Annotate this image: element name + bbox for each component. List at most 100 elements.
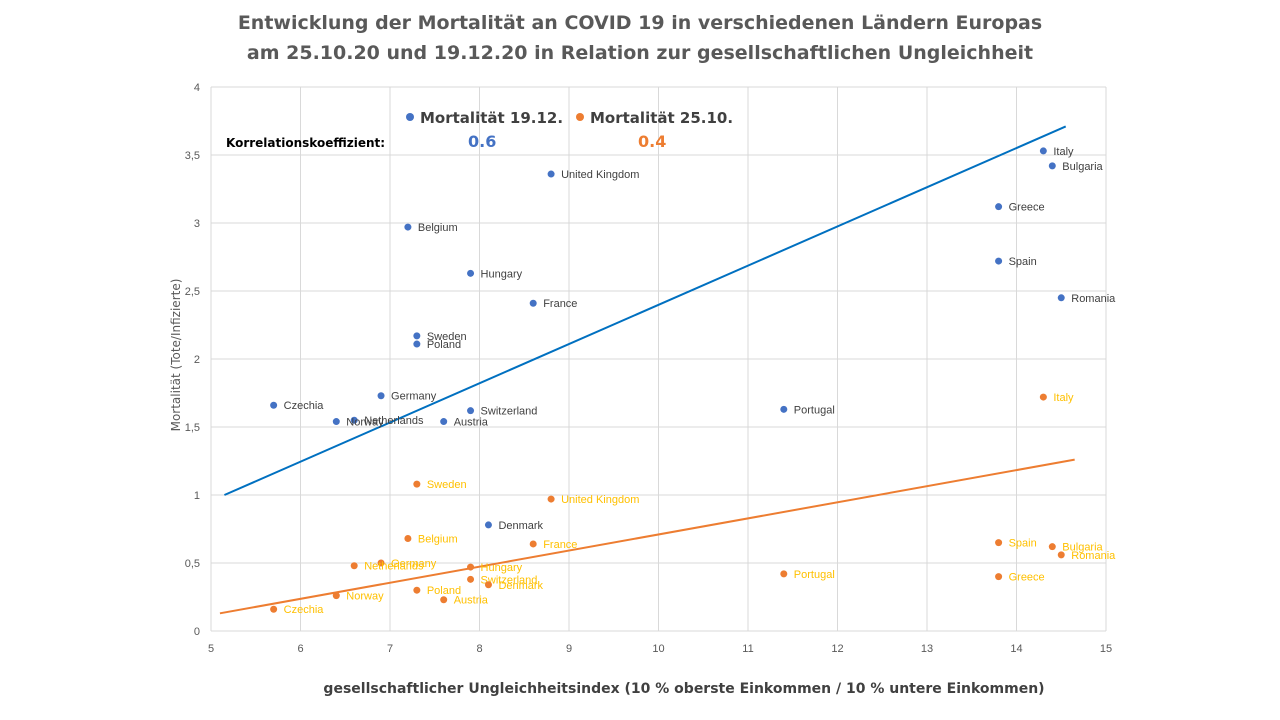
- point-1-4: [995, 539, 1003, 547]
- point-0-18: [484, 521, 492, 529]
- point-label-0-3: Greece: [1009, 202, 1045, 214]
- y-tick-label-2: 1: [194, 490, 200, 502]
- point-1-9: [350, 562, 358, 570]
- legend-dot-dec: [406, 112, 414, 121]
- x-tick-label-9: 14: [1010, 643, 1022, 655]
- legend-item-dec: Mortalität 19.12.: [406, 109, 563, 127]
- x-tick-label-0: 5: [208, 643, 214, 655]
- legend-label-dec: Mortalität 19.12.: [420, 109, 564, 127]
- point-label-1-13: Switzerland: [481, 574, 538, 586]
- x-axis-label: gesellschaftlicher Ungleichheitsindex (1…: [323, 681, 1045, 697]
- point-label-1-5: France: [543, 539, 577, 551]
- point-label-1-4: Spain: [1009, 538, 1037, 550]
- chart-subtitle: am 25.10.20 und 19.12.20 in Relation zur…: [246, 42, 1034, 64]
- point-1-10: [467, 563, 475, 571]
- point-label-0-2: United Kingdom: [561, 169, 639, 181]
- point-label-1-7: Romania: [1071, 550, 1116, 562]
- point-0-17: [440, 418, 448, 426]
- point-label-0-7: Romania: [1071, 293, 1116, 305]
- point-1-13: [467, 575, 475, 583]
- trendline-1: [219, 458, 1075, 615]
- point-0-12: [270, 401, 278, 409]
- point-0-4: [404, 223, 412, 231]
- point-label-1-15: Poland: [427, 585, 461, 597]
- x-tick-label-6: 11: [742, 643, 753, 655]
- point-0-8: [529, 299, 537, 307]
- point-label-1-10: Hungary: [481, 562, 523, 574]
- point-1-15: [413, 586, 421, 594]
- point-label-1-1: Sweden: [427, 479, 467, 491]
- point-label-1-16: Norway: [346, 591, 384, 603]
- y-tick-label-4: 2: [194, 354, 200, 366]
- correlation-value-oct: 0.4: [638, 132, 667, 151]
- y-tick-label-5: 2,5: [185, 286, 200, 298]
- point-label-0-10: Poland: [427, 339, 461, 351]
- x-tick-label-1: 6: [297, 643, 303, 655]
- point-label-0-1: Bulgaria: [1062, 161, 1103, 173]
- point-1-11: [780, 570, 788, 578]
- legend-dot-oct: [576, 112, 584, 121]
- point-1-8: [377, 559, 385, 567]
- y-tick-label-8: 4: [194, 82, 200, 94]
- point-label-1-18: Czechia: [284, 604, 325, 616]
- point-label-1-2: United Kingdom: [561, 494, 639, 506]
- point-label-0-0: Italy: [1053, 146, 1074, 158]
- point-label-1-0: Italy: [1053, 392, 1074, 404]
- point-0-5: [995, 257, 1003, 265]
- point-0-2: [547, 170, 555, 178]
- point-1-17: [440, 596, 448, 604]
- legend-label-oct: Mortalität 25.10.: [590, 109, 734, 127]
- x-tick-label-5: 10: [652, 643, 664, 655]
- point-1-1: [413, 480, 421, 488]
- point-label-0-6: Hungary: [481, 268, 523, 280]
- point-label-1-9: Netherlands: [364, 561, 424, 573]
- point-label-1-8: Germany: [391, 558, 437, 570]
- point-label-1-14: Denmark: [498, 580, 543, 592]
- point-label-1-12: Greece: [1009, 572, 1045, 584]
- point-label-0-4: Belgium: [418, 222, 458, 234]
- point-1-5: [529, 540, 537, 548]
- point-1-0: [1039, 393, 1047, 401]
- y-tick-label-1: 0,5: [185, 558, 200, 570]
- y-tick-label-3: 1,5: [185, 422, 200, 434]
- point-0-1: [1048, 162, 1056, 170]
- point-label-0-13: Switzerland: [481, 406, 538, 418]
- point-label-0-11: Germany: [391, 391, 437, 403]
- point-label-1-17: Austria: [454, 595, 489, 607]
- point-1-6: [1048, 543, 1056, 551]
- point-1-7: [1057, 551, 1065, 559]
- point-label-0-14: Portugal: [794, 404, 835, 416]
- x-tick-label-7: 12: [831, 643, 843, 655]
- y-tick-label-7: 3,5: [185, 150, 200, 162]
- x-tick-label-10: 15: [1100, 643, 1112, 655]
- point-label-0-18: Denmark: [498, 520, 543, 532]
- point-1-2: [547, 495, 555, 503]
- y-tick-label-0: 0: [194, 626, 200, 638]
- point-1-16: [332, 592, 340, 600]
- point-label-1-3: Belgium: [418, 534, 458, 546]
- point-0-14: [780, 405, 788, 413]
- point-label-0-17: Austria: [454, 417, 489, 429]
- point-label-0-15: Netherlands: [364, 415, 424, 427]
- point-label-0-16: Norway: [346, 417, 384, 429]
- point-0-7: [1057, 294, 1065, 302]
- point-1-3: [404, 535, 412, 543]
- x-tick-label-3: 8: [476, 643, 482, 655]
- x-tick-label-2: 7: [387, 643, 393, 655]
- point-label-1-6: Bulgaria: [1062, 542, 1103, 554]
- point-0-0: [1039, 147, 1047, 155]
- legend-item-oct: Mortalität 25.10.: [576, 109, 733, 127]
- point-1-14: [484, 581, 492, 589]
- y-axis-label: Mortalität (Tote/Infizierte): [169, 278, 183, 432]
- point-0-9: [413, 332, 421, 340]
- correlation-label: Korrelationskoeffizient:: [226, 136, 386, 150]
- point-label-0-9: Sweden: [427, 331, 467, 343]
- point-0-16: [332, 418, 340, 426]
- x-tick-label-4: 9: [566, 643, 572, 655]
- point-0-3: [995, 203, 1003, 211]
- point-0-10: [413, 340, 421, 348]
- point-1-18: [270, 605, 278, 613]
- correlation-value-dec: 0.6: [468, 132, 497, 151]
- chart-title: Entwicklung der Mortalität an COVID 19 i…: [237, 12, 1043, 34]
